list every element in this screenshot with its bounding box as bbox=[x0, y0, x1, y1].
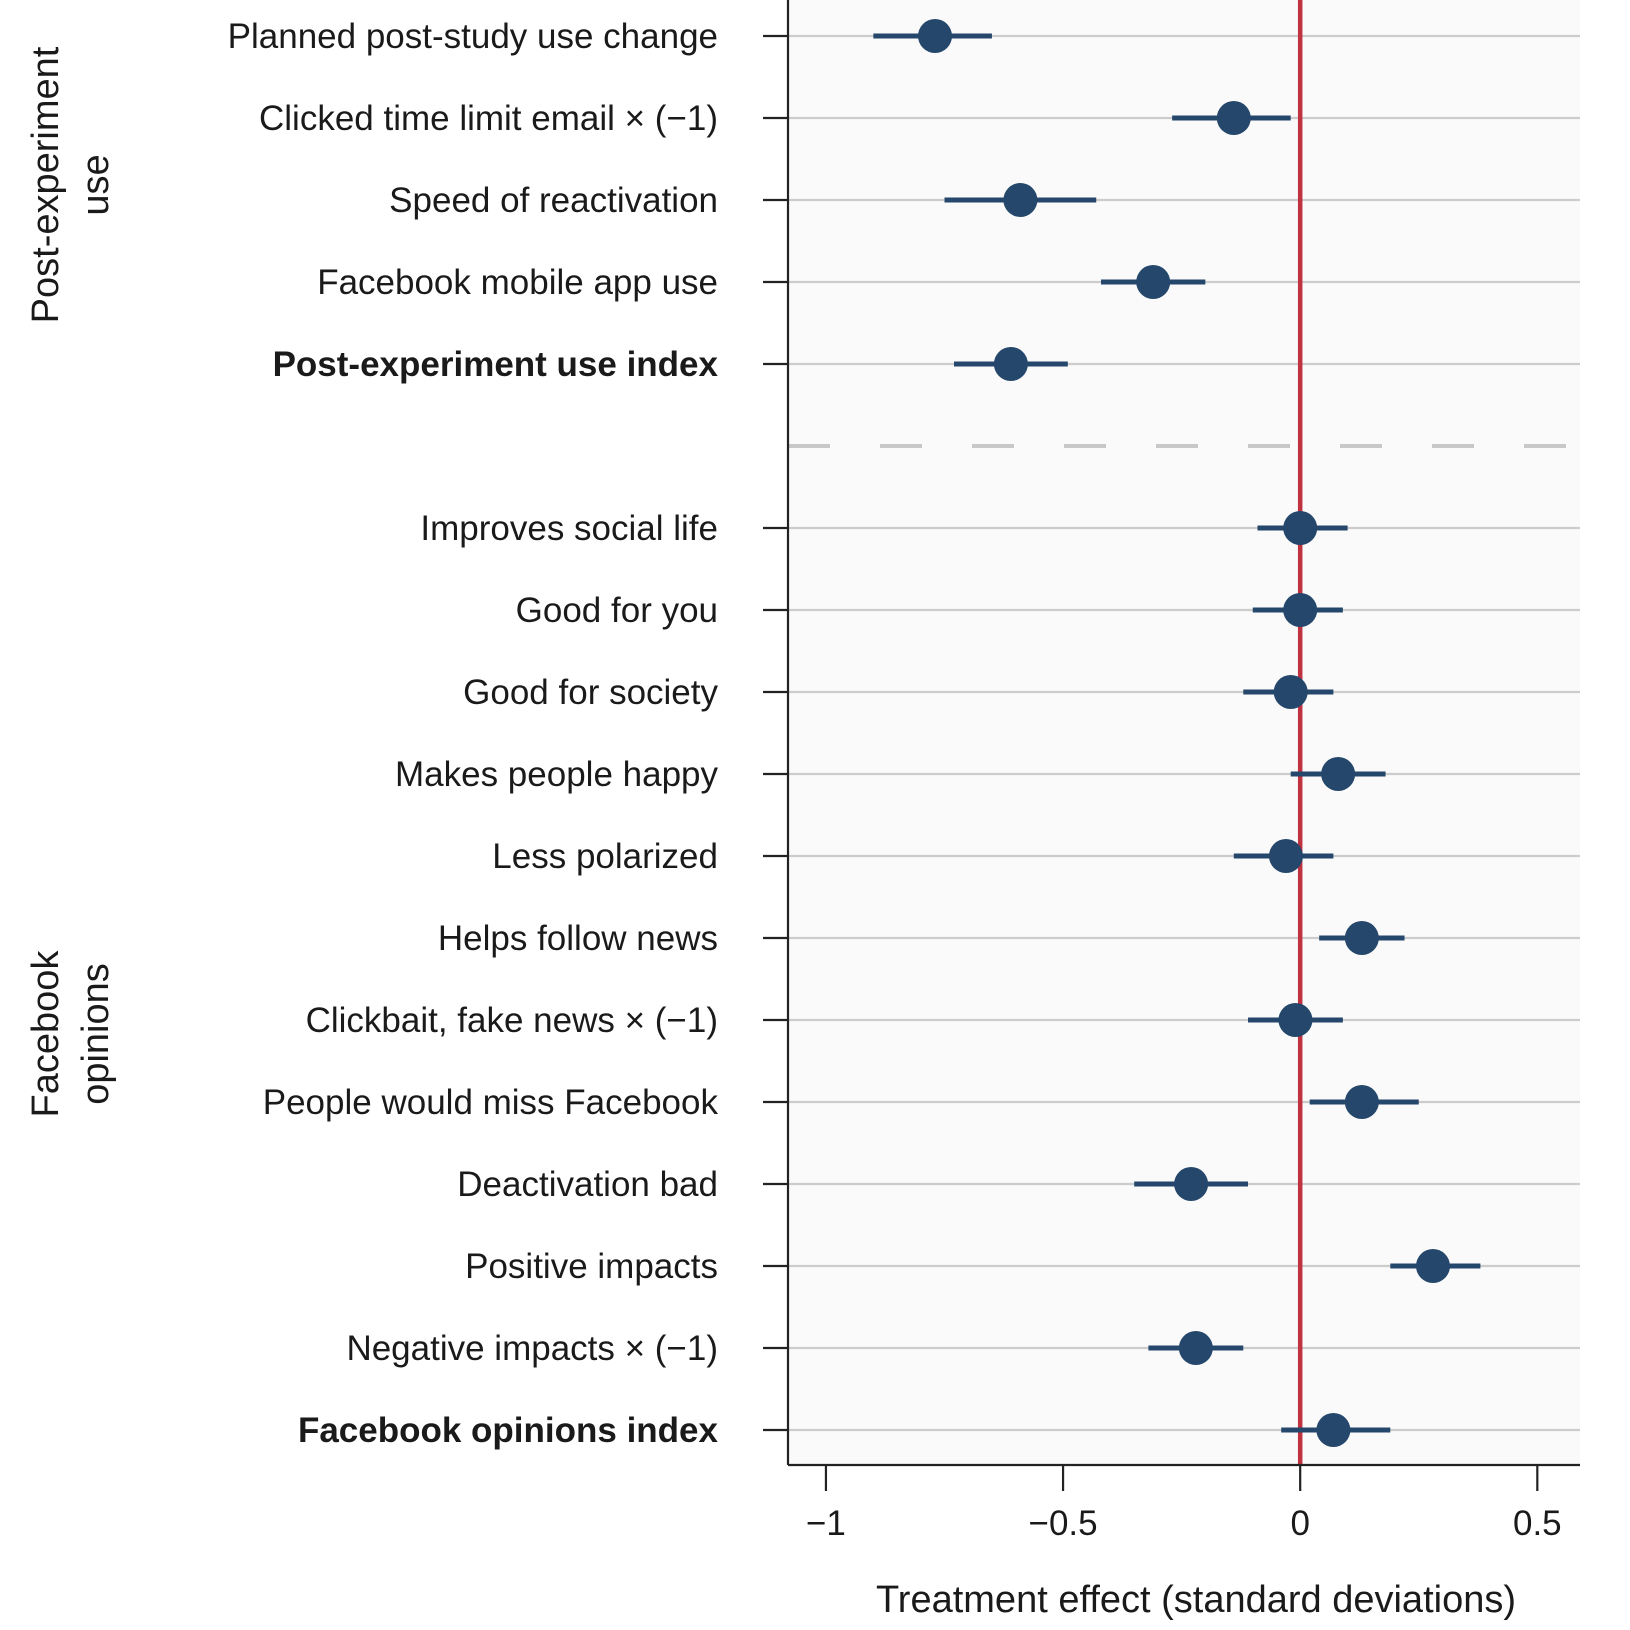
row-label: Positive impacts bbox=[465, 1247, 718, 1286]
group-title-line: Post-experiment bbox=[25, 46, 67, 323]
group-title-line: opinions bbox=[75, 963, 117, 1105]
plot-panel bbox=[788, 0, 1580, 1465]
estimate-point bbox=[993, 347, 1028, 381]
group-title-line: Facebook bbox=[25, 950, 67, 1118]
group-titles: Post-experiment use Facebook opinions bbox=[25, 46, 117, 1117]
row-label: Facebook mobile app use bbox=[317, 263, 718, 302]
row-label: Good for society bbox=[463, 673, 718, 712]
row-label: Clickbait, fake news × (−1) bbox=[306, 1001, 718, 1040]
row-label: Clicked time limit email × (−1) bbox=[259, 99, 718, 138]
estimate-point bbox=[1178, 1331, 1213, 1365]
row-label: Negative impacts × (−1) bbox=[346, 1329, 718, 1368]
x-tick-label: 0 bbox=[1290, 1504, 1309, 1543]
row-label: Improves social life bbox=[420, 509, 718, 548]
estimate-point bbox=[1283, 511, 1318, 545]
row-label: Post-experiment use index bbox=[273, 345, 719, 384]
row-label: Deactivation bad bbox=[457, 1165, 718, 1204]
estimate-point bbox=[1344, 1085, 1379, 1119]
estimate-point bbox=[1283, 593, 1318, 627]
row-label: Planned post-study use change bbox=[228, 17, 718, 56]
row-label: People would miss Facebook bbox=[263, 1083, 719, 1122]
estimate-point bbox=[1268, 839, 1303, 873]
estimate-point bbox=[1278, 1003, 1313, 1037]
estimate-point bbox=[1273, 675, 1308, 709]
x-axis-title: Treatment effect (standard deviations) bbox=[876, 1579, 1516, 1621]
estimate-point bbox=[1136, 265, 1171, 299]
row-label: Helps follow news bbox=[438, 919, 718, 958]
estimate-point bbox=[1174, 1167, 1209, 1201]
estimate-point bbox=[1003, 183, 1038, 217]
row-label: Speed of reactivation bbox=[389, 181, 718, 220]
x-axis-ticks: −1 −0.5 0 0.5 bbox=[806, 1465, 1562, 1543]
row-label: Makes people happy bbox=[395, 755, 718, 794]
row-label: Less polarized bbox=[492, 837, 718, 876]
estimate-point bbox=[1344, 921, 1379, 955]
row-label: Facebook opinions index bbox=[298, 1411, 719, 1450]
estimate-point bbox=[918, 19, 953, 53]
estimate-point bbox=[1216, 101, 1251, 135]
x-tick-label: −0.5 bbox=[1029, 1504, 1098, 1543]
estimate-point bbox=[1415, 1249, 1450, 1283]
estimate-point bbox=[1316, 1413, 1351, 1447]
row-label: Good for you bbox=[516, 591, 718, 630]
x-tick-label: −1 bbox=[806, 1504, 846, 1543]
group-title: Facebook opinions bbox=[25, 950, 117, 1118]
estimate-rows: Planned post-study use change Clicked tim… bbox=[228, 17, 1481, 1450]
group-title-line: use bbox=[75, 154, 117, 215]
x-tick-label: 0.5 bbox=[1513, 1504, 1562, 1543]
estimate-point bbox=[1321, 757, 1356, 791]
group-title: Post-experiment use bbox=[25, 46, 117, 323]
